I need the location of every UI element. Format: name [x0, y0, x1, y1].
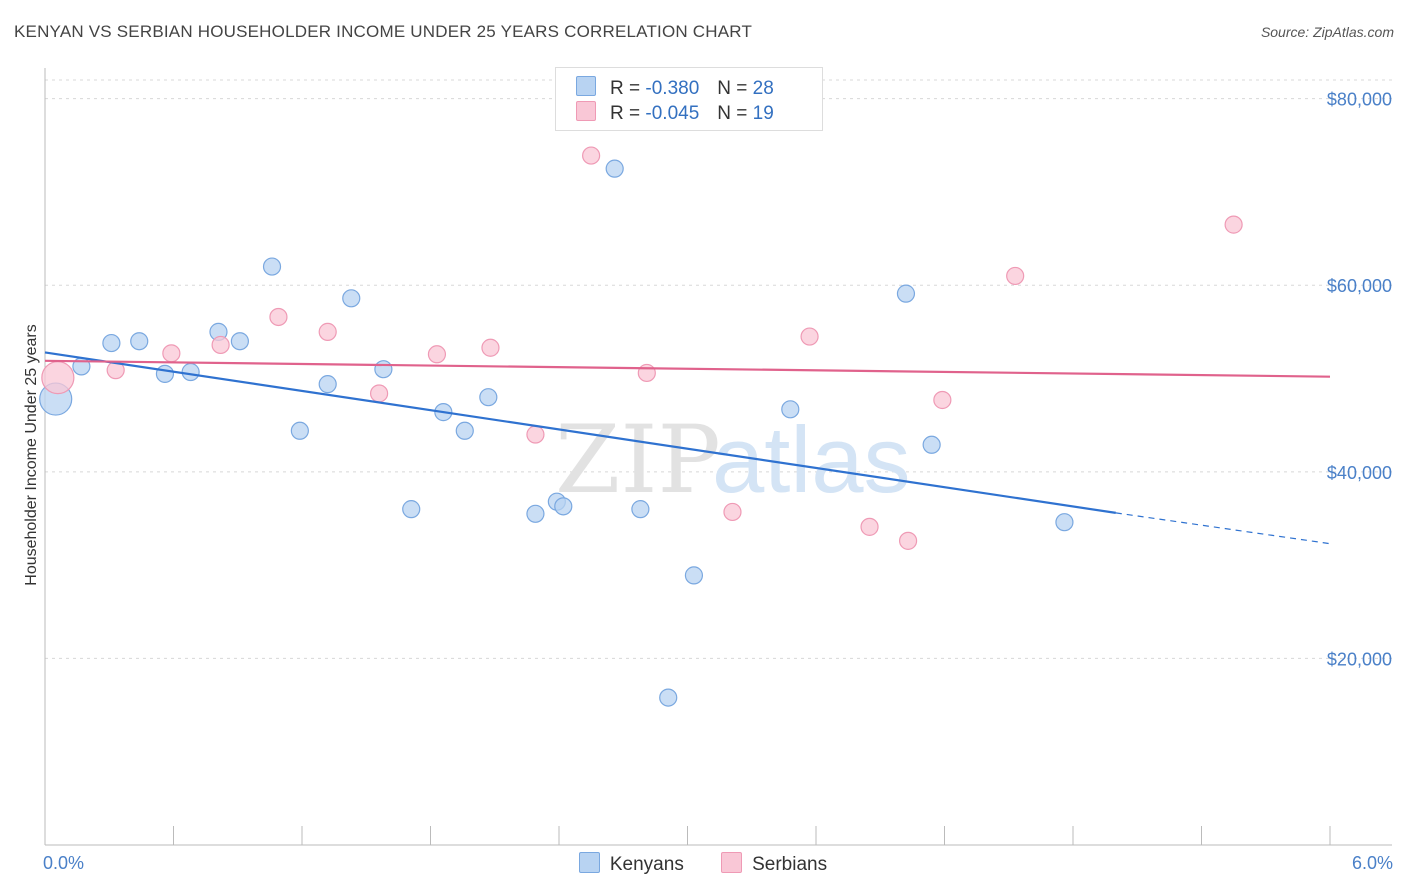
kenyans-point-19 — [554, 497, 573, 516]
y-tick-label-2: $60,000 — [1327, 276, 1392, 296]
kenyans-point-13 — [402, 500, 421, 519]
legend-row-serbians: R = -0.045 N = 19 — [576, 101, 774, 127]
legend-label-kenyans: Kenyans — [609, 854, 684, 875]
serbians-point-9 — [526, 425, 545, 444]
y-tick-labels: $20,000 $40,000 $60,000 $80,000 — [1327, 90, 1392, 670]
serbians-point-16 — [933, 390, 952, 410]
kenyans-point-4 — [155, 364, 175, 383]
serbians-point-15 — [898, 531, 918, 550]
kenyans-point-27 — [1055, 513, 1074, 532]
serbians-n-value: 19 — [752, 103, 774, 124]
axes — [44, 68, 1392, 846]
serbians-point-5 — [318, 322, 337, 341]
kenyans-point-22 — [659, 688, 678, 707]
serbians-point-4 — [269, 307, 288, 327]
watermark-zip: ZIP — [555, 406, 721, 515]
legend-label-serbians: Serbians — [752, 854, 828, 875]
y-tick-label-1: $40,000 — [1327, 463, 1392, 483]
serbians-point-10 — [582, 146, 601, 165]
kenyans-point-25 — [896, 284, 916, 303]
kenyans-r-value: -0.380 — [645, 78, 700, 99]
kenyans-point-10 — [318, 375, 337, 394]
serbians-point-0 — [41, 361, 75, 395]
serbians-r-label: R = — [610, 103, 641, 124]
kenyans-point-15 — [455, 421, 474, 440]
kenyans-trend-extension — [1115, 512, 1331, 545]
serbians-point-2 — [162, 344, 181, 363]
y-axis-label: Householder Income Under 25 years — [23, 324, 40, 585]
kenyans-point-26 — [922, 435, 941, 454]
kenyans-points — [39, 159, 1074, 707]
watermark-atlas: atlas — [712, 407, 911, 512]
kenyans-trend-line — [44, 351, 1116, 514]
serbians-point-3 — [211, 335, 230, 355]
legend-item-kenyans: Kenyans — [578, 852, 684, 876]
kenyans-legend-icon — [578, 852, 600, 873]
serbians-point-12 — [723, 502, 742, 522]
trend-lines — [44, 351, 1331, 545]
y-tick-label-3: $80,000 — [1327, 90, 1392, 110]
serbians-point-18 — [1224, 215, 1243, 234]
kenyans-point-7 — [230, 332, 249, 351]
x-tick-labels: 0.0% 6.0% — [43, 853, 1393, 873]
watermark: ZIP atlas — [555, 406, 911, 515]
series-legend: Kenyans Serbians — [0, 852, 1406, 876]
x-tick-label-0: 0.0% — [43, 853, 84, 873]
kenyans-n-value: 28 — [752, 78, 774, 99]
serbians-n-label: N = — [717, 103, 748, 124]
kenyans-n-label: N = — [717, 78, 748, 99]
kenyans-swatch-icon — [576, 76, 596, 96]
serbians-r-value: -0.045 — [645, 103, 700, 124]
serbians-point-7 — [427, 345, 447, 364]
chart-title: KENYAN VS SERBIAN HOUSEHOLDER INCOME UND… — [14, 22, 753, 41]
y-tick-label-0: $20,000 — [1327, 649, 1392, 669]
serbians-point-13 — [800, 327, 819, 346]
serbians-point-17 — [1006, 266, 1025, 286]
serbians-point-14 — [860, 517, 879, 536]
kenyans-point-12 — [374, 360, 393, 379]
kenyans-point-24 — [781, 400, 800, 419]
serbians-legend-icon — [721, 852, 743, 873]
serbians-swatch-icon — [576, 101, 596, 121]
correlation-legend: R = -0.380 N = 28 R = -0.045 N = 19 — [555, 67, 823, 131]
kenyans-point-17 — [526, 504, 545, 523]
serbians-point-6 — [370, 384, 389, 403]
kenyans-point-5 — [181, 362, 200, 382]
kenyans-point-23 — [684, 566, 704, 585]
legend-item-serbians: Serbians — [721, 852, 827, 876]
kenyans-point-21 — [631, 500, 650, 519]
kenyans-point-20 — [605, 159, 624, 178]
kenyans-point-16 — [479, 388, 498, 407]
kenyans-point-8 — [262, 257, 282, 276]
serbians-point-8 — [481, 338, 500, 357]
kenyans-point-3 — [130, 332, 149, 351]
legend-row-kenyans: R = -0.380 N = 28 — [576, 76, 774, 102]
kenyans-point-11 — [342, 289, 361, 308]
kenyans-point-9 — [290, 421, 309, 440]
serbians-point-11 — [637, 363, 656, 383]
kenyans-r-label: R = — [610, 78, 641, 99]
kenyans-point-2 — [102, 333, 121, 353]
serbians-trend-line — [44, 359, 1331, 378]
x-tick-label-1: 6.0% — [1352, 853, 1393, 873]
source-credit: Source: ZipAtlas.com — [1260, 24, 1394, 40]
